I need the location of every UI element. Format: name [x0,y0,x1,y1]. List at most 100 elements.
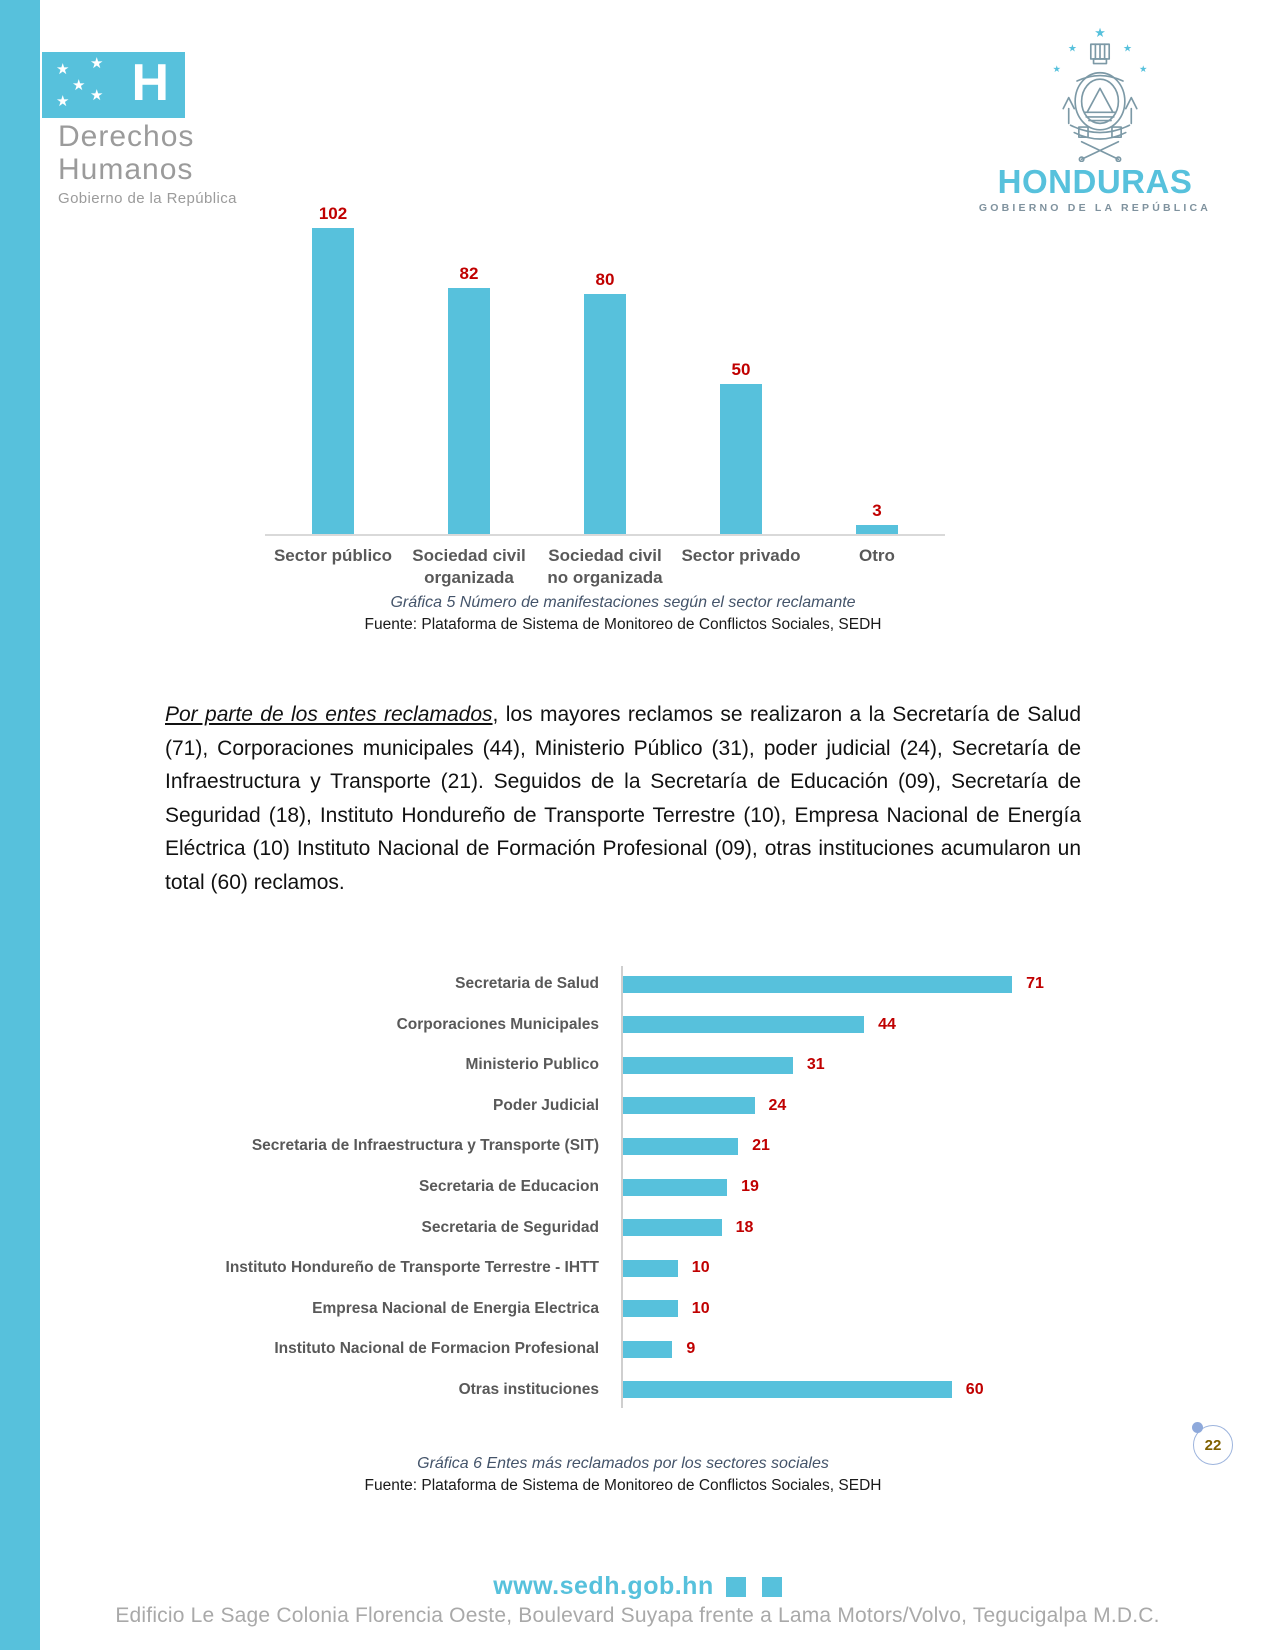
svg-text:★: ★ [1068,44,1077,55]
page-number: 22 [1204,1436,1222,1454]
chart1-caption-title: Gráfica 5 Número de manifestaciones segú… [390,594,856,611]
chart2-category-label: Secretaria de Educacion [418,1178,599,1195]
chart1-value-label: 102 [318,204,348,223]
chart1-caption: Gráfica 5 Número de manifestaciones segú… [165,594,1081,634]
chart2-bar [623,1340,673,1358]
chart1-value-label: 3 [872,501,882,520]
chart2-axis-line [621,966,623,1408]
chart2-value-label: 44 [878,1015,896,1033]
chart2-category-label: Ministerio Publico [465,1056,599,1074]
chart2-bar-row: Instituto Hondureño de Transporte Terres… [165,1248,1085,1289]
chart1-bar-group: 3 [809,501,945,534]
chart2-bar-row: Empresa Nacional de Energia Electrica 10 [165,1288,1085,1329]
chart2-bar [623,1259,678,1277]
chart1-category-axis: Sector público Sociedad civil organizada S… [265,536,945,589]
svg-text:★: ★ [1123,44,1132,55]
honduras-wordmark-subtitle: GOBIERNO DE LA REPÚBLICA [978,202,1212,214]
chart1-plot-area: 102 82 80 50 3 [265,196,945,536]
chart2-value-label: 9 [686,1340,696,1358]
chart2-category-label: Instituto Hondureño de Transporte Terres… [225,1259,599,1277]
sedh-logo-title-line2: Humanos [58,153,194,186]
body-paragraph-lead: Por parte de los entes reclamados [165,703,493,726]
footer-url: www.sedh.gob.hn [493,1572,714,1600]
footer-url-row: www.sedh.gob.hn [0,1572,1275,1601]
chart2-value-label: 31 [806,1056,825,1074]
chart2-value-label: 10 [691,1299,710,1317]
chart1-bar-group: 80 [537,270,673,534]
chart1-value-label: 50 [731,360,751,379]
chart2-value-label: 60 [965,1380,984,1398]
chart2-category-label: Otras instituciones [458,1380,599,1398]
star-icon: ★ [56,61,70,78]
page-edge-stripe [0,0,40,1650]
chart2-value-label: 18 [735,1218,754,1236]
chart2-bar-row: Secretaria de Salud 71 [165,964,1085,1005]
chart-entes-reclamados: Secretaria de Salud 71 Corporaciones Munic… [165,964,1085,1410]
body-paragraph-rest: , los mayores reclamos se realizaron a l… [165,703,1081,894]
footer-address: Edificio Le Sage Colonia Florencia Oeste… [115,1604,1160,1627]
chart2-bar [623,1097,755,1115]
chart1-bar-group: 102 [265,204,401,534]
chart2-bar [623,1137,739,1155]
chart1-value-label: 80 [595,270,615,289]
badge-dot-icon [1192,1422,1203,1433]
chart1-category-label: Sector público [273,546,393,565]
svg-text:★: ★ [1053,64,1061,75]
svg-text:★: ★ [1139,64,1147,75]
chart1-category-label: Sociedad civil organizada [412,546,526,587]
chart1-bar [312,228,354,534]
chart2-bar [623,1381,952,1399]
svg-text:★: ★ [1094,26,1106,41]
sedh-logo-title-line1: Derechos [58,120,195,153]
chart2-caption-title: Gráfica 6 Entes más reclamados por los s… [417,1455,829,1472]
chart2-bar-row: Instituto Nacional de Formacion Profesio… [165,1329,1085,1370]
chart2-bar-row: Poder Judicial 24 [165,1086,1085,1127]
chart1-value-label: 82 [459,264,479,283]
star-icon: ★ [56,93,70,110]
coat-of-arms-icon: ★ ★ ★ ★ ★ [1035,24,1165,163]
chart2-bar-row: Secretaria de Educacion 19 [165,1167,1085,1208]
page-number-badge: 22 [1192,1422,1233,1465]
chart2-bar [623,1178,728,1196]
chart2-value-label: 19 [741,1178,759,1195]
chart1-category-label: Sociedad civil no organizada [547,546,663,587]
chart1-bar-group: 50 [673,360,809,534]
body-paragraph: Por parte de los entes reclamados, los m… [165,698,1081,899]
chart2-bar-row: Ministerio Publico 31 [165,1045,1085,1086]
chart2-value-label: 24 [768,1096,787,1114]
chart2-bar [623,1016,865,1034]
sedh-logo-title: Derechos Humanos [58,120,194,186]
footer-square-icon [725,1576,746,1597]
chart1-category-label: Sector privado [681,546,801,565]
chart2-category-label: Instituto Nacional de Formacion Profesio… [274,1340,599,1358]
chart2-category-label: Secretaria de Salud [455,975,599,993]
sedh-logo-letter: H [131,53,169,112]
chart-manifestaciones-por-sector: 102 82 80 50 3 Sector público Sociedad civil … [265,196,945,589]
star-icon: ★ [90,55,104,72]
chart1-caption-source: Fuente: Plataforma de Sistema de Monitor… [364,616,882,633]
chart1-bar-group: 82 [401,264,537,534]
chart2-category-label: Corporaciones Municipales [396,1015,599,1033]
star-icon: ★ [90,87,104,104]
chart1-bar [720,384,762,534]
chart2-category-label: Secretaria de Seguridad [421,1218,599,1236]
chart2-caption-source: Fuente: Plataforma de Sistema de Monitor… [364,1477,882,1494]
chart2-bar [623,975,1013,993]
chart1-category-label: Otro [859,546,895,565]
chart2-category-label: Secretaria de Infraestructura y Transpor… [251,1137,599,1155]
chart2-bar [623,1219,722,1237]
footer-square-icon [761,1576,782,1597]
chart1-bar [584,294,626,534]
chart2-category-label: Poder Judicial [493,1096,599,1114]
chart1-bar [856,525,898,534]
honduras-wordmark: HONDURAS [997,163,1193,200]
chart2-bar-row: Corporaciones Municipales 44 [165,1005,1085,1046]
chart2-value-label: 71 [1026,975,1044,993]
chart2-value-label: 10 [691,1259,710,1277]
chart2-value-label: 21 [752,1137,770,1155]
chart2-bar-row: Secretaria de Seguridad 18 [165,1207,1085,1248]
star-icon: ★ [72,77,86,94]
chart2-category-label: Empresa Nacional de Energia Electrica [312,1299,599,1317]
chart2-bar-row: Secretaria de Infraestructura y Transpor… [165,1126,1085,1167]
